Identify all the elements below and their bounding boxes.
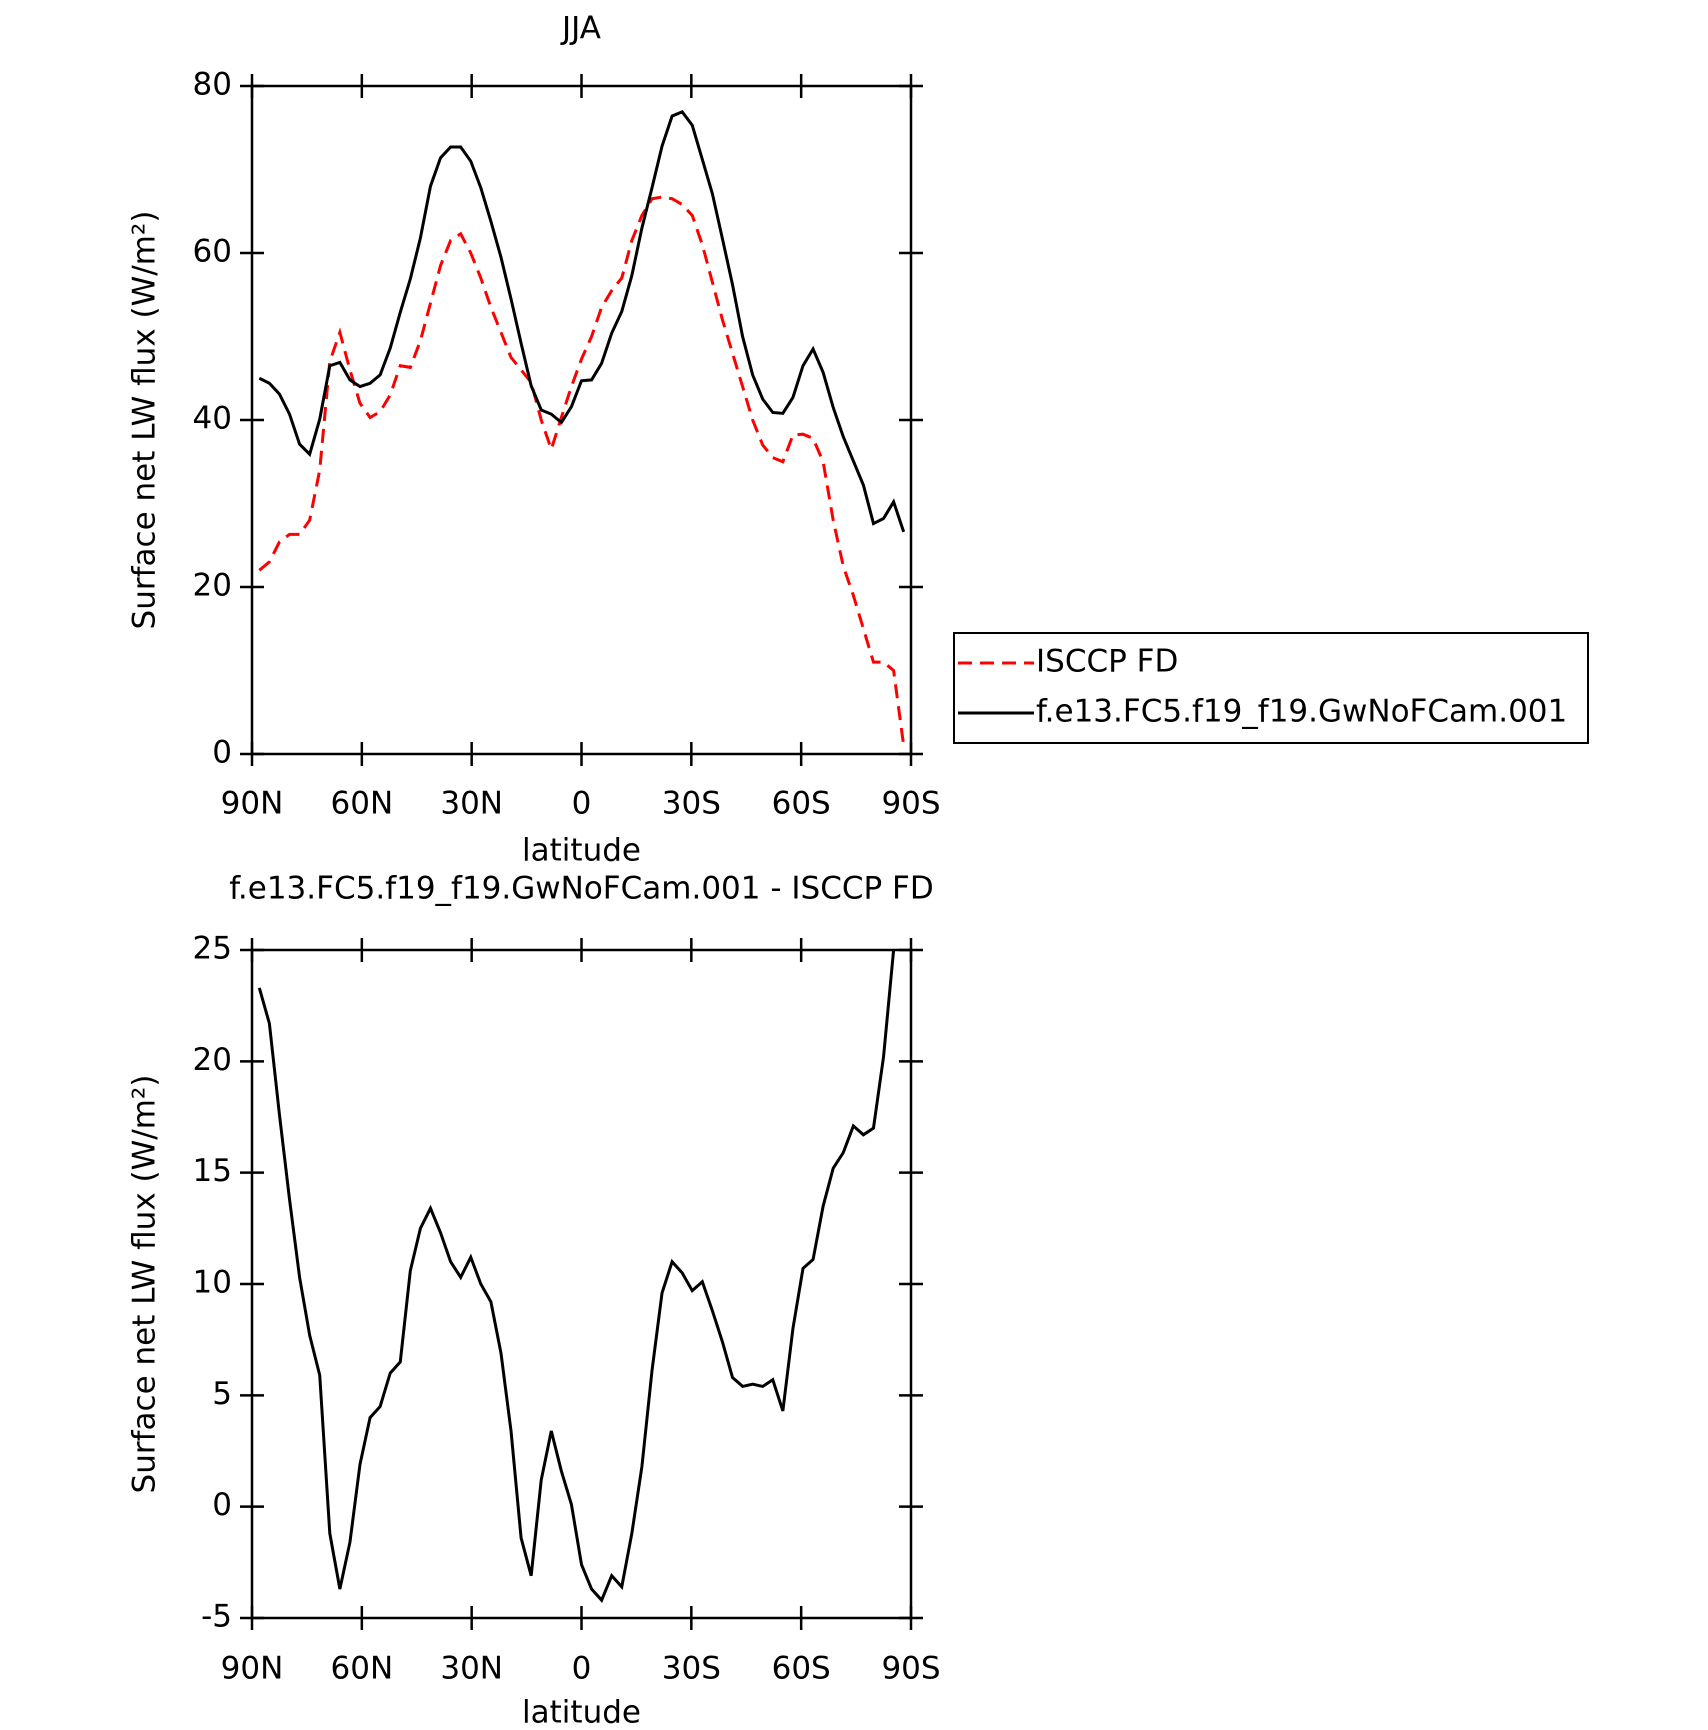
x-tick-label: 60N [331, 1651, 394, 1687]
x-tick-label: 30S [662, 1651, 721, 1687]
data-line [258, 195, 906, 746]
legend-label: f.e13.FC5.f19_f19.GwNoFCam.001 [1036, 694, 1567, 730]
legend-box [953, 632, 1589, 744]
y-tick-label: -5 [201, 1599, 232, 1635]
plot-frame [250, 948, 913, 1620]
y-tick-label: 15 [193, 1153, 232, 1189]
y-axis-label: Surface net LW flux (W/m²) [127, 211, 163, 630]
x-tick-label: 60S [772, 1651, 831, 1687]
y-tick-label: 0 [212, 1487, 232, 1523]
x-tick-label: 60N [331, 786, 394, 822]
legend-label: ISCCP FD [1036, 644, 1178, 680]
chart-title: f.e13.FC5.f19_f19.GwNoFCam.001 - ISCCP F… [229, 871, 934, 907]
x-tick-label: 0 [572, 1651, 592, 1687]
x-tick-label: 30N [440, 786, 503, 822]
x-tick-label: 90N [221, 786, 284, 822]
x-axis-label: latitude [522, 833, 641, 869]
x-tick-label: 90S [881, 1651, 940, 1687]
y-tick-label: 25 [193, 931, 232, 967]
chart-title: JJA [560, 11, 601, 47]
plot-frame [250, 84, 913, 756]
y-axis-label: Surface net LW flux (W/m²) [127, 1075, 163, 1494]
y-tick-label: 40 [193, 401, 232, 437]
data-line [258, 110, 906, 533]
x-axis-label: latitude [522, 1695, 641, 1730]
y-tick-label: 20 [193, 1042, 232, 1078]
y-tick-label: 0 [212, 735, 232, 771]
x-tick-label: 90S [881, 786, 940, 822]
x-tick-label: 90N [221, 1651, 284, 1687]
x-tick-label: 0 [572, 786, 592, 822]
x-tick-label: 30S [662, 786, 721, 822]
y-tick-label: 80 [193, 67, 232, 103]
y-tick-label: 10 [193, 1265, 232, 1301]
y-tick-label: 60 [193, 234, 232, 270]
data-line [257, 950, 896, 1603]
y-tick-label: 20 [193, 568, 232, 604]
x-tick-label: 60S [772, 786, 831, 822]
y-tick-label: 5 [212, 1376, 232, 1412]
x-tick-label: 30N [440, 1651, 503, 1687]
